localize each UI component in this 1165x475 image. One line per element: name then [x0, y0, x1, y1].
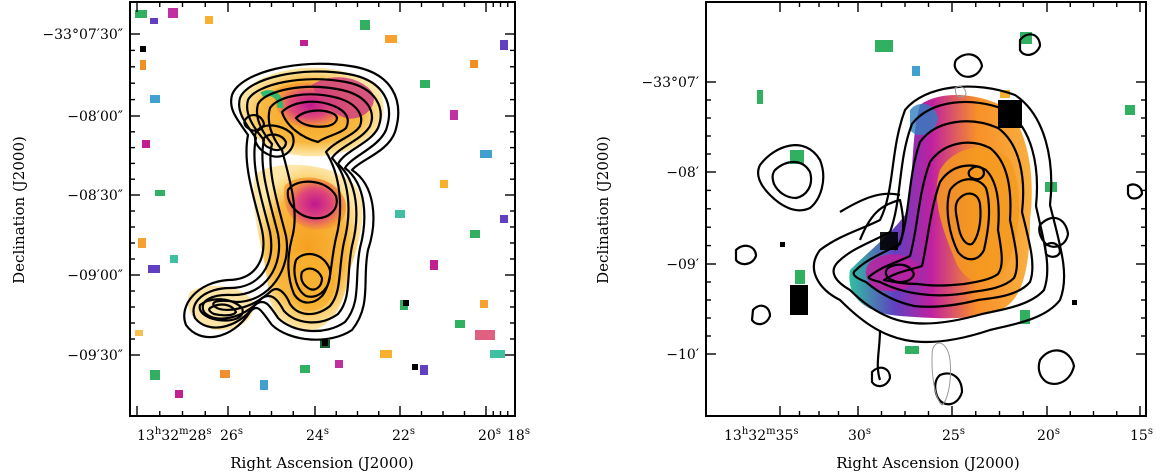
right-y-axis-title: Declination (J2000)	[594, 136, 612, 284]
left-x-tick-label-5: 18s	[507, 426, 530, 444]
left-y-tick-label-0: −33°07′30″	[42, 27, 123, 43]
right-y-tick-label-0: −33°07′	[641, 75, 699, 91]
right-y-tick-label-3: −10′	[666, 347, 699, 363]
right-panel: 13h32m35s 30s 25s 20s 15s −33°07′ −08′ −…	[594, 2, 1153, 472]
right-x-tick-label-2: 25s	[942, 426, 965, 444]
right-y-tick-label-2: −09′	[666, 257, 699, 273]
right-x-axis-title: Right Ascension (J2000)	[836, 454, 1019, 472]
left-y-tick-label-2: −08′30″	[67, 188, 123, 204]
right-x-tick-label-3: 20s	[1037, 426, 1060, 444]
left-y-tick-label-1: −08′00″	[67, 109, 123, 125]
right-y-tick-label-1: −08′	[666, 165, 699, 181]
left-y-tick-label-3: −09′00″	[67, 268, 123, 284]
right-x-tick-label-0: 13h32m35s	[724, 426, 799, 444]
left-y-axis-title: Declination (J2000)	[10, 136, 28, 284]
left-y-tick-label-4: −09′30″	[67, 348, 123, 364]
left-x-tick-label-0: 13h32m28s	[137, 426, 212, 444]
left-x-tick-label-1: 26s	[220, 426, 243, 444]
left-x-axis-title: Right Ascension (J2000)	[230, 454, 413, 472]
right-x-tick-label-1: 30s	[848, 426, 871, 444]
left-panel: 13h32m28s 26s 24s 22s 20s 18s −33°07′30″…	[10, 2, 530, 472]
left-x-tick-label-2: 24s	[306, 426, 329, 444]
right-x-tick-label-4: 15s	[1130, 426, 1153, 444]
left-x-tick-label-3: 22s	[392, 426, 415, 444]
left-x-tick-label-4: 20s	[478, 426, 501, 444]
